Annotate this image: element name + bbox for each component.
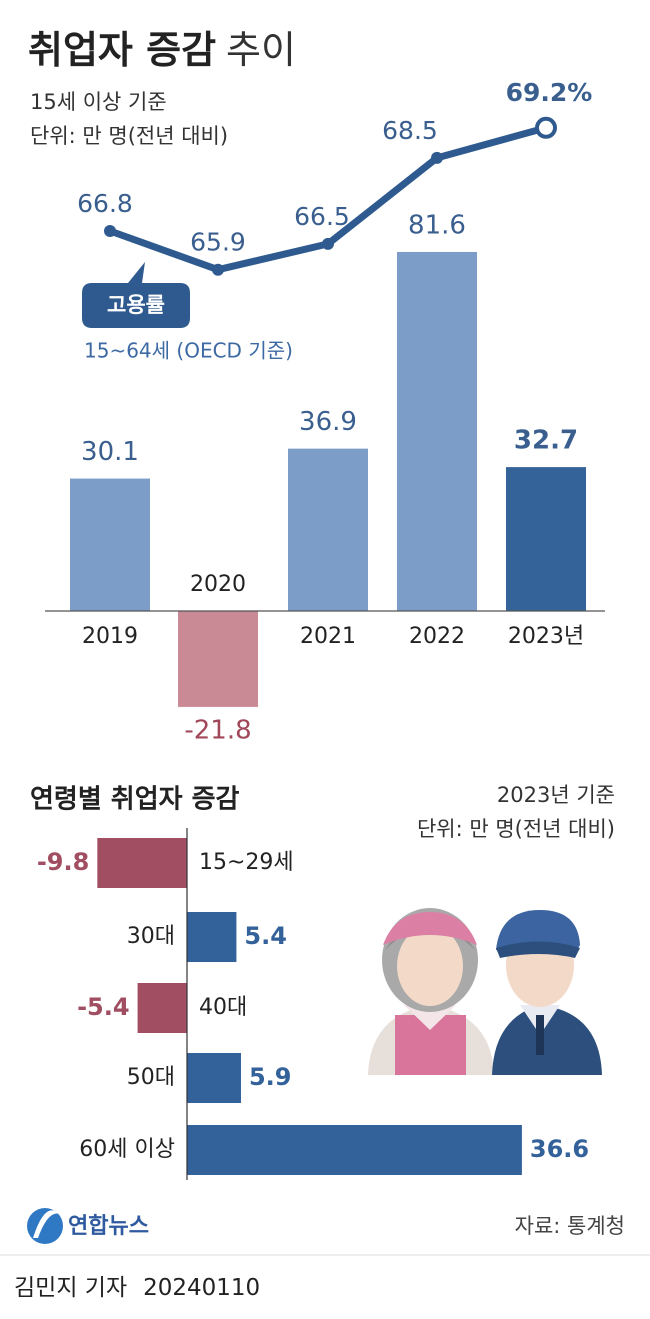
- title-main: 취업자 증감: [28, 28, 216, 72]
- line-value-label: 66.8: [77, 189, 133, 218]
- line-value-label: 65.9: [190, 228, 246, 257]
- subtitle: 15세 이상 기준: [30, 90, 167, 114]
- hbar-value-label: -5.4: [77, 993, 129, 1021]
- bar-value-label: 36.9: [299, 407, 357, 437]
- illustration: [368, 908, 602, 1075]
- hbar: [137, 983, 187, 1033]
- hbar: [187, 1125, 522, 1175]
- x-tick-label: 2021: [300, 624, 356, 649]
- bar-value-label: 81.6: [408, 210, 466, 240]
- x-tick-label: 2022: [409, 624, 465, 649]
- y-tick-label: 50대: [127, 1065, 175, 1090]
- x-tick-label: 2020: [190, 572, 246, 597]
- byline-name: 김민지 기자: [14, 1275, 127, 1301]
- line-value-label: 69.2%: [506, 78, 593, 107]
- byline-date: 20240110: [143, 1275, 260, 1301]
- y-tick-label: 40대: [199, 995, 247, 1020]
- hbar-unit: 단위: 만 명(전년 대비): [417, 817, 615, 841]
- bar: [288, 448, 368, 611]
- line-point: [322, 237, 334, 250]
- hbar-value-label: 5.9: [249, 1063, 292, 1091]
- line-point: [104, 225, 116, 237]
- hbar-title: 연령별 취업자 증감: [30, 785, 240, 815]
- x-tick-label: 2023년: [508, 624, 584, 649]
- bar: [397, 251, 477, 611]
- bar-value-label: 32.7: [514, 426, 578, 456]
- x-tick-label: 2019: [82, 624, 138, 649]
- bar: [178, 611, 258, 707]
- title-suffix: 추이: [226, 28, 296, 72]
- source: 자료: 통계청: [515, 1214, 625, 1238]
- hbar-value-label: 36.6: [530, 1135, 589, 1163]
- title: 취업자 증감 추이: [28, 28, 296, 72]
- line-note: 15~64세 (OECD 기준): [84, 339, 293, 363]
- hbar-subtitle: 2023년 기준: [497, 783, 615, 807]
- line-point: [431, 151, 443, 164]
- logo-text: 연합뉴스: [68, 1213, 149, 1239]
- line-value-label: 66.5: [294, 202, 350, 231]
- line-callout: [82, 262, 190, 328]
- hbar-value-label: 5.4: [244, 922, 287, 950]
- line-value-label: 68.5: [382, 116, 438, 145]
- y-tick-label: 30대: [127, 924, 175, 949]
- bar-value-label: -21.8: [184, 715, 251, 745]
- line-label: 고용률: [107, 293, 165, 317]
- bar-value-label: 30.1: [81, 437, 139, 467]
- hbar: [187, 1053, 241, 1103]
- bar: [70, 478, 150, 611]
- y-tick-label: 15~29세: [199, 850, 294, 875]
- line-point: [212, 263, 224, 276]
- logo-mark: [27, 1208, 63, 1244]
- byline: 김민지 기자 20240110: [14, 1275, 260, 1301]
- y-tick-label: 60세 이상: [79, 1137, 175, 1162]
- bar: [506, 467, 586, 611]
- hbar: [97, 838, 187, 888]
- hbar-value-label: -9.8: [37, 848, 89, 876]
- line-point: [535, 116, 557, 139]
- unit: 단위: 만 명(전년 대비): [30, 124, 228, 148]
- hbar: [187, 912, 237, 962]
